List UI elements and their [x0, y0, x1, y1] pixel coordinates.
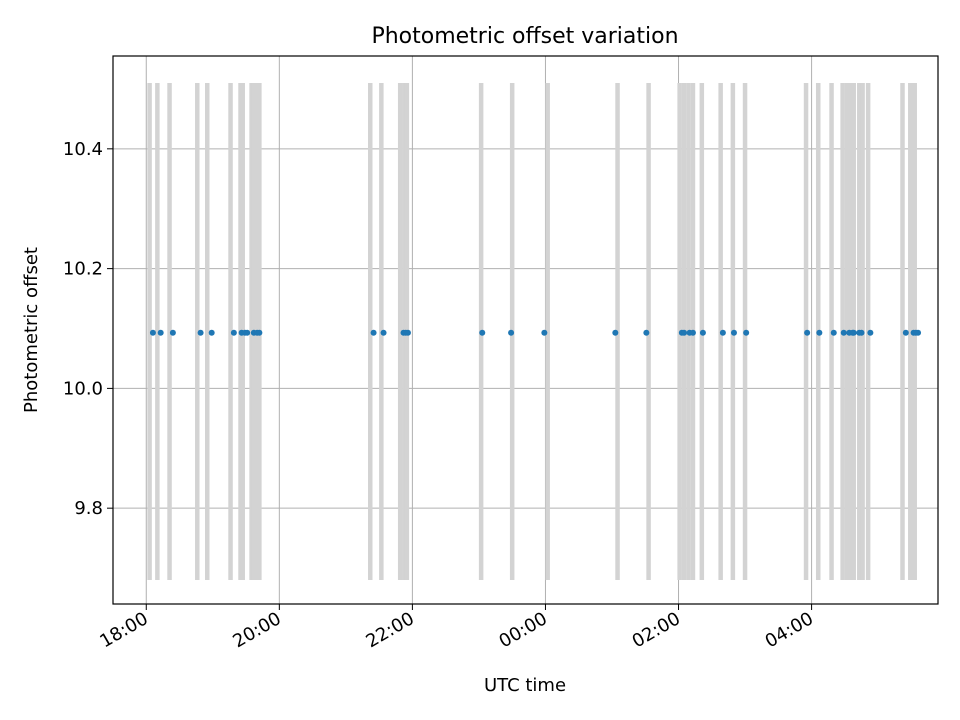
y-tick-label: 10.0	[63, 378, 103, 399]
y-tick-label: 10.4	[63, 139, 103, 160]
data-point	[169, 329, 176, 336]
x-axis-label: UTC time	[484, 675, 566, 696]
data-point	[840, 329, 847, 336]
data-point	[197, 329, 204, 336]
data-point	[804, 329, 811, 336]
data-point	[730, 329, 737, 336]
data-point	[743, 329, 750, 336]
y-tick-label: 10.2	[63, 259, 103, 280]
data-point	[643, 329, 650, 336]
data-point	[850, 329, 857, 336]
data-point	[612, 329, 619, 336]
data-point	[244, 329, 251, 336]
plot-background	[113, 56, 938, 604]
data-point	[479, 329, 486, 336]
data-point	[380, 329, 387, 336]
data-point	[370, 329, 377, 336]
data-point	[858, 329, 865, 336]
data-point	[149, 329, 156, 336]
x-tick-label: 00:00	[496, 608, 551, 652]
data-point	[689, 329, 696, 336]
y-tick-label: 9.8	[74, 498, 103, 519]
data-points	[149, 329, 922, 336]
data-point	[867, 329, 874, 336]
x-tick-label: 18:00	[96, 608, 151, 652]
observation-lines	[147, 82, 917, 581]
data-point	[699, 329, 706, 336]
data-point	[230, 329, 237, 336]
data-point	[541, 329, 548, 336]
data-point	[404, 329, 411, 336]
data-point	[508, 329, 515, 336]
data-point	[719, 329, 726, 336]
x-tick-label: 20:00	[229, 608, 284, 652]
x-tick-label: 22:00	[362, 608, 417, 652]
data-point	[912, 329, 919, 336]
y-axis-label: Photometric offset	[21, 247, 42, 413]
plot-frame	[112, 55, 939, 605]
data-point	[256, 329, 263, 336]
x-tick-label: 04:00	[762, 608, 817, 652]
data-point	[681, 329, 688, 336]
y-axis: 9.8 10.0 10.2 10.4	[63, 139, 113, 519]
chart-title: Photometric offset variation	[371, 24, 678, 49]
data-point	[830, 329, 837, 336]
data-point	[816, 329, 823, 336]
data-point	[902, 329, 909, 336]
x-tick-label: 02:00	[629, 608, 684, 652]
x-axis: 18:00 20:00 22:00 00:00 02:00 04:00	[96, 604, 817, 652]
data-point	[157, 329, 164, 336]
data-point	[208, 329, 215, 336]
